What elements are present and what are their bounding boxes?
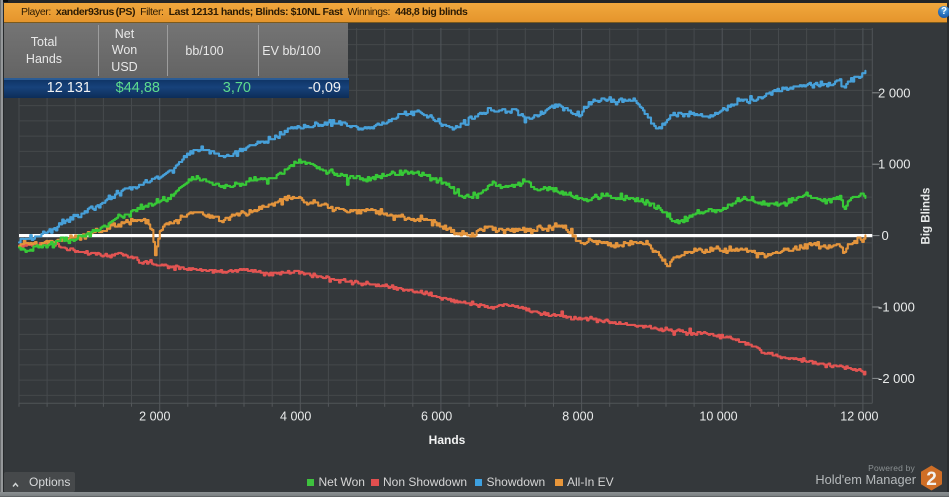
svg-text:-1 000: -1 000 <box>878 300 915 315</box>
svg-text:-2 000: -2 000 <box>878 371 915 386</box>
svg-text:12 000: 12 000 <box>840 410 878 424</box>
svg-text:4 000: 4 000 <box>280 410 311 424</box>
svg-text:10 000: 10 000 <box>699 410 737 424</box>
svg-text:8 000: 8 000 <box>562 410 593 424</box>
svg-text:2 000: 2 000 <box>139 410 170 424</box>
svg-text:Big Blinds: Big Blinds <box>920 188 932 245</box>
svg-text:2: 2 <box>926 469 937 490</box>
svg-text:2 000: 2 000 <box>878 85 911 100</box>
svg-text:Hands: Hands <box>429 433 466 447</box>
svg-text:1 000: 1 000 <box>878 157 911 172</box>
svg-text:0: 0 <box>882 228 889 243</box>
svg-text:6 000: 6 000 <box>421 410 452 424</box>
